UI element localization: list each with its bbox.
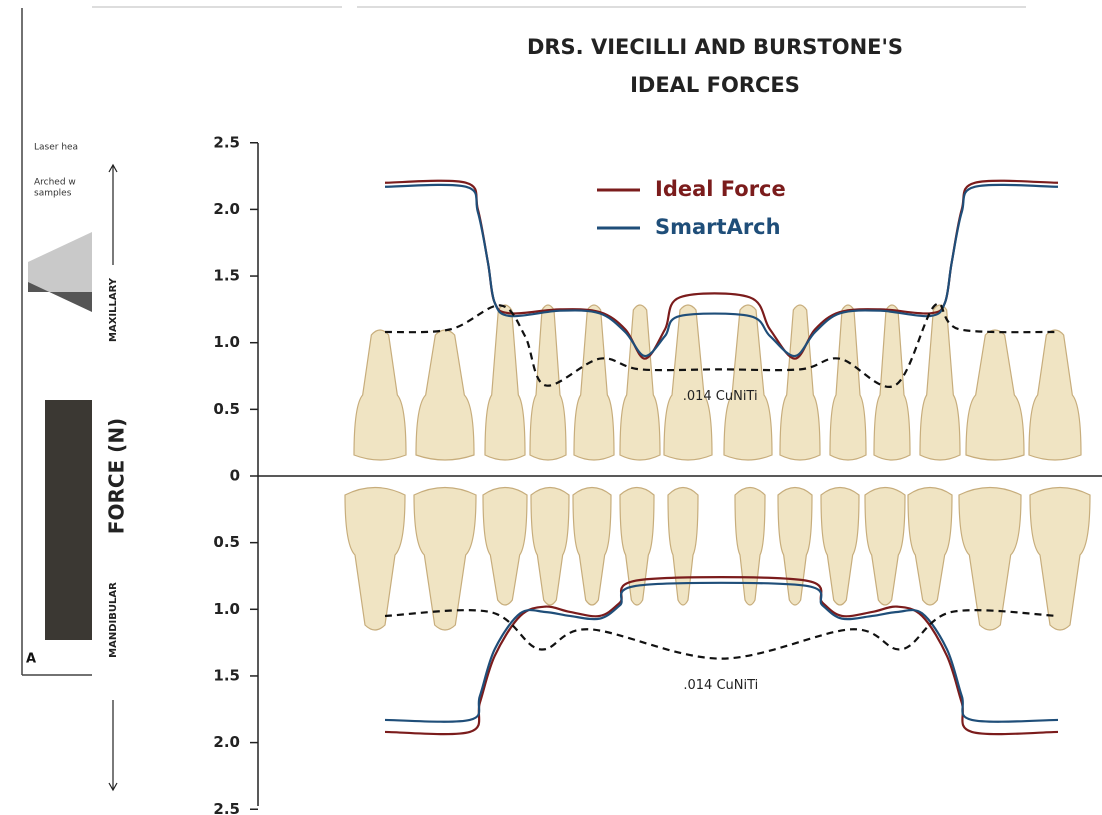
chart-title: DRS. VIECILLI AND BURSTONE'S bbox=[527, 35, 903, 59]
line-label: .014 CuNiTi bbox=[683, 389, 758, 404]
figure-photo bbox=[45, 400, 92, 640]
series-line bbox=[385, 610, 1058, 658]
tooth bbox=[416, 330, 474, 460]
tooth bbox=[966, 330, 1024, 460]
y-tick-label: 2.0 bbox=[213, 200, 240, 218]
chart-title: IDEAL FORCES bbox=[630, 73, 800, 97]
y-tick-label: 1.5 bbox=[213, 267, 240, 285]
y-axis-label: FORCE (N) bbox=[105, 418, 129, 534]
y-tick-label: 2.0 bbox=[213, 733, 240, 751]
tooth bbox=[908, 488, 952, 606]
series-line bbox=[385, 185, 1058, 356]
y-tick-label: 2.5 bbox=[213, 800, 240, 815]
region-label: MANDIBULAR bbox=[108, 582, 119, 658]
series-line bbox=[385, 304, 1058, 387]
tooth bbox=[735, 488, 765, 606]
figure-block bbox=[28, 232, 92, 292]
tooth bbox=[414, 488, 476, 631]
tooth bbox=[664, 305, 712, 460]
y-tick-label: 1.5 bbox=[213, 666, 240, 684]
tooth bbox=[821, 488, 859, 606]
series-line bbox=[385, 181, 1058, 359]
chart: Laser hea Arched w samples A DRS. VIECIL… bbox=[0, 0, 1102, 815]
tooth bbox=[1030, 488, 1090, 631]
legend-label: SmartArch bbox=[655, 215, 781, 239]
plot: 0 0.5 1.0 1.5 2.0 2.5 MAXILLARY Ideal Force Smar… bbox=[108, 133, 1102, 815]
series-line bbox=[385, 583, 1058, 722]
tooth bbox=[668, 488, 698, 606]
tooth bbox=[620, 488, 654, 606]
tooth bbox=[354, 330, 406, 460]
y-tick-label: 1.0 bbox=[213, 333, 240, 351]
tooth bbox=[345, 488, 405, 631]
tooth bbox=[574, 305, 614, 460]
figure-label: Arched w bbox=[34, 178, 76, 188]
teeth-illustration bbox=[345, 305, 1090, 630]
tooth bbox=[778, 488, 812, 606]
tooth bbox=[959, 488, 1021, 631]
y-tick-label: 2.5 bbox=[213, 133, 240, 151]
tooth bbox=[865, 488, 905, 606]
tooth bbox=[874, 305, 910, 460]
tooth bbox=[620, 305, 660, 460]
tooth bbox=[485, 305, 525, 460]
tooth bbox=[530, 305, 566, 460]
figure-label: Laser hea bbox=[34, 143, 78, 153]
series-line bbox=[385, 577, 1058, 734]
region-label: MAXILLARY bbox=[108, 277, 119, 342]
tooth bbox=[830, 305, 866, 460]
tooth bbox=[780, 305, 820, 460]
figure-label: samples bbox=[34, 189, 72, 199]
legend-label: Ideal Force bbox=[655, 177, 786, 201]
tooth bbox=[483, 488, 527, 606]
tooth bbox=[573, 488, 611, 606]
y-tick-label: 0.5 bbox=[213, 400, 240, 418]
y-tick-label: 1.0 bbox=[213, 600, 240, 618]
tooth bbox=[1029, 330, 1081, 460]
line-label: .014 CuNiTi bbox=[683, 678, 758, 693]
y-tick-label: 0.5 bbox=[213, 533, 240, 551]
figure-label: A bbox=[26, 652, 36, 667]
y-tick-label: 0 bbox=[230, 467, 240, 485]
tooth bbox=[531, 488, 569, 606]
